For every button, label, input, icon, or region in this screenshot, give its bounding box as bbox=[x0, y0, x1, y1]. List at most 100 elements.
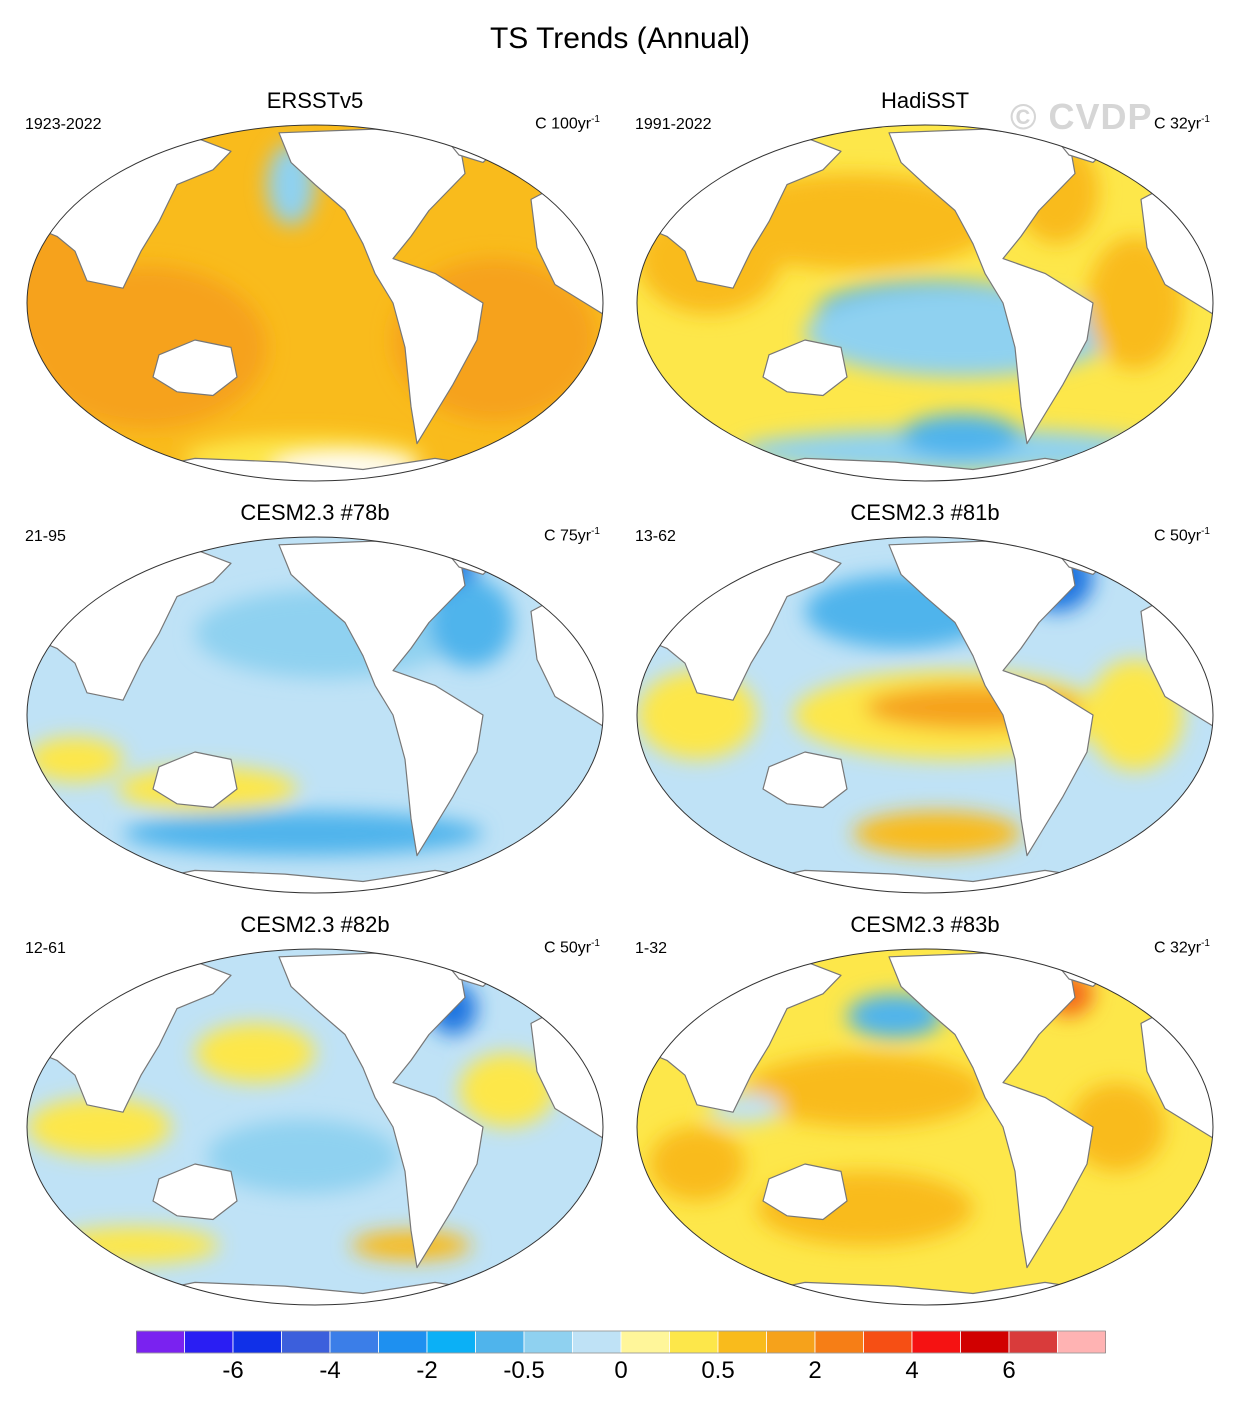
panel-units: C 75yr-1 bbox=[544, 526, 600, 545]
colorbar-swatch bbox=[1057, 1330, 1106, 1354]
colorbar-swatch bbox=[814, 1330, 864, 1354]
landmass-america bbox=[278, 540, 484, 857]
units-exponent: -1 bbox=[591, 114, 600, 125]
trend-anomaly-region bbox=[901, 414, 1021, 459]
landmass-australia bbox=[762, 339, 848, 397]
trend-anomaly-region bbox=[27, 1097, 171, 1157]
trend-anomaly-region bbox=[1069, 1082, 1165, 1172]
panel-units: C 32yr-1 bbox=[1154, 938, 1210, 957]
trend-anomaly-region bbox=[649, 1127, 745, 1201]
trend-anomaly-region bbox=[745, 1053, 985, 1127]
landmass-america bbox=[888, 540, 1094, 857]
map-panel: CESM2.3 #82b 12-61 C 50yr-1 bbox=[15, 912, 615, 1312]
panel-period: 1-32 bbox=[635, 940, 668, 957]
panel-title: CESM2.3 #81b bbox=[850, 500, 1000, 525]
colorbar-swatch bbox=[378, 1330, 428, 1354]
colorbar-swatch bbox=[281, 1330, 331, 1354]
units-value: C 75yr bbox=[543, 527, 592, 545]
map-border bbox=[636, 948, 1214, 1306]
units-value: C 50yr bbox=[543, 939, 592, 957]
map-panel: HadiSST 1991-2022 C 32yr-1 bbox=[625, 88, 1225, 488]
panel-units: C 50yr-1 bbox=[1154, 526, 1210, 545]
trend-anomaly-region bbox=[853, 811, 1021, 856]
trend-anomaly-region bbox=[847, 993, 943, 1039]
panel-title: ERSSTv5 bbox=[266, 88, 364, 113]
panel-title: CESM2.3 #78b bbox=[240, 500, 390, 525]
colorbar-swatch bbox=[669, 1330, 719, 1354]
panel-title: CESM2.3 #83b bbox=[850, 912, 1000, 937]
map-panel: CESM2.3 #83b 1-32 C 32yr-1 bbox=[625, 912, 1225, 1312]
units-value: C 32yr bbox=[1153, 939, 1202, 957]
landmass-america bbox=[278, 128, 484, 445]
trend-anomaly-region bbox=[1087, 659, 1183, 771]
units-exponent: -1 bbox=[591, 526, 600, 537]
panel-period: 21-95 bbox=[25, 528, 66, 545]
trend-anomaly-region bbox=[123, 811, 483, 856]
colorbar-swatch bbox=[232, 1330, 282, 1354]
panel-units: C 32yr-1 bbox=[1154, 114, 1210, 133]
landmass-australia bbox=[762, 1163, 848, 1221]
units-exponent: -1 bbox=[1201, 526, 1210, 537]
world-map bbox=[26, 536, 604, 894]
panel-period: 1923-2022 bbox=[25, 116, 102, 133]
trend-anomaly-region bbox=[459, 1053, 555, 1127]
colorbar bbox=[136, 1330, 1106, 1354]
units-value: C 32yr bbox=[1153, 115, 1202, 133]
world-map bbox=[636, 536, 1214, 894]
map-border bbox=[636, 536, 1214, 894]
panel-title: CESM2.3 #82b bbox=[240, 912, 390, 937]
figure-title: TS Trends (Annual) bbox=[489, 22, 751, 55]
units-value: C 100yr bbox=[535, 115, 592, 133]
cvdp-watermark: © CVDP bbox=[1010, 96, 1153, 137]
world-map bbox=[636, 948, 1214, 1306]
map-border bbox=[636, 124, 1214, 482]
colorbar-tick-label: 4 bbox=[905, 1357, 919, 1384]
colorbar-swatch bbox=[911, 1330, 961, 1354]
map-border bbox=[26, 948, 604, 1306]
map-panel: ERSSTv5 1923-2022 C 100yr-1 bbox=[15, 88, 615, 488]
colorbar-tick-label: -6 bbox=[222, 1357, 244, 1384]
panel-title: HadiSST bbox=[880, 88, 970, 113]
colorbar-swatch bbox=[1008, 1330, 1058, 1354]
panel-period: 13-62 bbox=[635, 528, 676, 545]
map-border bbox=[26, 536, 604, 894]
colorbar-tick-label: 6 bbox=[1002, 1357, 1016, 1384]
trend-anomaly-region bbox=[207, 1119, 399, 1194]
colorbar-tick-label: -0.5 bbox=[503, 1357, 545, 1384]
colorbar-tick-label: 0.5 bbox=[701, 1357, 735, 1384]
trend-anomaly-region bbox=[51, 1226, 219, 1264]
landmass-america bbox=[888, 952, 1094, 1269]
map-panel: CESM2.3 #81b 13-62 C 50yr-1 bbox=[625, 500, 1225, 900]
panel-period: 1991-2022 bbox=[635, 116, 712, 133]
units-exponent: -1 bbox=[1201, 938, 1210, 949]
trend-anomaly-region bbox=[27, 737, 123, 782]
map-panel: CESM2.3 #78b 21-95 C 75yr-1 bbox=[15, 500, 615, 900]
world-map bbox=[26, 948, 604, 1306]
panel-units: C 50yr-1 bbox=[544, 938, 600, 957]
landmass-australia bbox=[152, 339, 238, 397]
panel-units: C 100yr-1 bbox=[535, 114, 600, 133]
world-map bbox=[26, 124, 604, 482]
trend-anomaly-region bbox=[351, 1230, 471, 1261]
colorbar-swatch bbox=[475, 1330, 525, 1354]
colorbar-swatch bbox=[766, 1330, 816, 1354]
colorbar-tick-label: -4 bbox=[319, 1357, 341, 1384]
colorbar-swatch bbox=[523, 1330, 573, 1354]
landmass-australia bbox=[152, 1163, 238, 1221]
colorbar-swatch bbox=[184, 1330, 234, 1354]
units-exponent: -1 bbox=[1201, 114, 1210, 125]
colorbar-swatch bbox=[426, 1330, 476, 1354]
units-value: C 50yr bbox=[1153, 527, 1202, 545]
landmass-america bbox=[888, 128, 1094, 445]
units-exponent: -1 bbox=[591, 938, 600, 949]
colorbar-swatch bbox=[960, 1330, 1010, 1354]
colorbar-tick-label: 0 bbox=[614, 1357, 628, 1384]
panel-period: 12-61 bbox=[25, 940, 66, 957]
colorbar-swatch bbox=[863, 1330, 913, 1354]
colorbar-swatch bbox=[717, 1330, 767, 1354]
landmass-australia bbox=[152, 751, 238, 809]
colorbar-swatch bbox=[620, 1330, 670, 1354]
world-map bbox=[636, 124, 1214, 482]
colorbar-frame bbox=[136, 1330, 1106, 1354]
colorbar-swatch bbox=[329, 1330, 379, 1354]
